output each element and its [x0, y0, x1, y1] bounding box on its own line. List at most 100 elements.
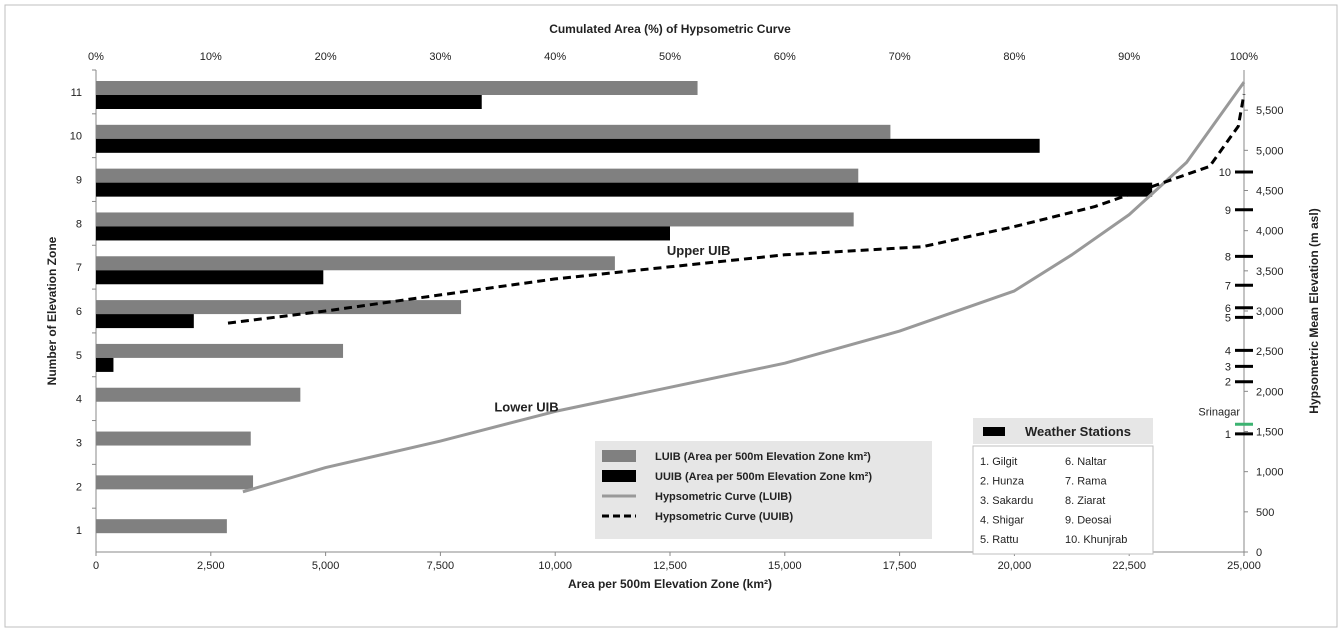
luib-bar-zone-6: [96, 300, 462, 315]
legend-swatch: [602, 450, 636, 462]
right-tick-label: 0: [1256, 547, 1262, 559]
y-axis-title: Number of Elevation Zone: [45, 236, 59, 385]
uuib-bar-zone-8: [96, 226, 670, 241]
luib-bar-zone-2: [96, 475, 254, 490]
stations-legend-group: Weather Stations 1. Gilgit 2. Hunza 3. Saka…: [972, 418, 1154, 555]
x-tick-label: 2,500: [197, 560, 225, 572]
y-tick-label: 1: [76, 525, 82, 537]
y-tick-label: 8: [76, 218, 82, 230]
luib-bar-zone-1: [96, 519, 227, 534]
station-name: 3. Sakardu: [980, 495, 1033, 507]
station-number-label: 4: [1225, 345, 1231, 357]
top-tick-label: 0%: [88, 51, 104, 63]
station-number-label: 9: [1225, 205, 1231, 217]
right-tick-label: 1,000: [1256, 467, 1284, 479]
y-tick-label: 4: [76, 394, 82, 406]
luib-bar-zone-11: [96, 81, 698, 95]
y-tick-label: 9: [76, 175, 82, 187]
legend-label: LUIB (Area per 500m Elevation Zone km²): [655, 451, 871, 463]
y-tick-label: 6: [76, 306, 82, 318]
luib-bar-zone-3: [96, 431, 251, 446]
station-name: 4. Shigar: [980, 515, 1024, 527]
uuib-bar-zone-10: [96, 138, 1040, 153]
hypsometric-curve-uuib: [227, 93, 1246, 325]
legend-label: UUIB (Area per 500m Elevation Zone km²): [655, 471, 872, 483]
top-tick-label: 40%: [544, 51, 566, 63]
station-name: 10. Khunjrab: [1065, 534, 1127, 546]
uuib-bar-zone-6: [96, 314, 194, 329]
station-name: 8. Ziarat: [1065, 495, 1105, 507]
station-name: 7. Rama: [1065, 476, 1107, 488]
station-number-label: 1: [1225, 429, 1231, 441]
right-tick-label: 1,500: [1256, 427, 1284, 439]
y-tick-label: 3: [76, 437, 82, 449]
luib-bar-zone-8: [96, 212, 854, 227]
x-tick-label: 22,500: [1112, 560, 1146, 572]
station-name: 1. Gilgit: [980, 456, 1017, 468]
station-name: 9. Deosai: [1065, 515, 1111, 527]
top-tick-label: 50%: [659, 51, 681, 63]
x-tick-label: 12,500: [653, 560, 687, 572]
right-tick-label: 3,000: [1256, 306, 1284, 318]
top-tick-label: 30%: [429, 51, 451, 63]
top-tick-label: 20%: [315, 51, 337, 63]
y-tick-label: 2: [76, 481, 82, 493]
right-tick-label: 5,500: [1256, 105, 1284, 117]
top-tick-label: 60%: [774, 51, 796, 63]
right-tick-label: 5,000: [1256, 145, 1284, 157]
station-number-label: 6: [1225, 303, 1231, 315]
uuib-bar-zone-11: [96, 95, 482, 109]
x-tick-label: 20,000: [998, 560, 1032, 572]
luib-bar-zone-5: [96, 343, 344, 358]
curves-group: Upper UIB Lower UIB: [227, 81, 1246, 494]
right-tick-label: 3,500: [1256, 266, 1284, 278]
x-tick-label: 7,500: [427, 560, 455, 572]
legend-group: LUIB (Area per 500m Elevation Zone km²) U…: [595, 441, 932, 539]
station-number-label: 8: [1225, 251, 1231, 263]
luib-bar-zone-7: [96, 256, 615, 271]
x-tick-label: 0: [93, 560, 99, 572]
stations-legend-title: Weather Stations: [1025, 424, 1131, 439]
legend-label: Hypsometric Curve (LUIB): [655, 491, 792, 503]
legend-swatch: [602, 470, 636, 482]
right-tick-label: 2,000: [1256, 386, 1284, 398]
srinagar-label: Srinagar: [1198, 406, 1240, 418]
right-tick-label: 500: [1256, 507, 1274, 519]
y-tick-label: 10: [70, 131, 82, 143]
bars-group: [96, 81, 1153, 534]
top-tick-label: 10%: [200, 51, 222, 63]
uuib-bar-zone-5: [96, 357, 114, 372]
stations-legend-body: [972, 445, 1154, 555]
y-tick-label: 7: [76, 262, 82, 274]
station-name: 5. Rattu: [980, 534, 1019, 546]
station-number-label: 10: [1219, 167, 1231, 179]
legend-box: [595, 441, 932, 539]
x-tick-label: 10,000: [538, 560, 572, 572]
right-tick-label: 4,500: [1256, 186, 1284, 198]
x-tick-label: 15,000: [768, 560, 802, 572]
legend-label: Hypsometric Curve (UUIB): [655, 511, 793, 523]
x-tick-label: 25,000: [1227, 560, 1261, 572]
station-number-label: 3: [1225, 361, 1231, 373]
stations-group: 1 2 3 4 56 7 8 9 10 Srinagar: [1198, 167, 1253, 441]
station-number-label: 2: [1225, 377, 1231, 389]
y-tick-label: 5: [76, 350, 82, 362]
top-tick-label: 70%: [889, 51, 911, 63]
top-axis-title: Cumulated Area (%) of Hypsometric Curve: [549, 22, 791, 36]
station-name: 6. Naltar: [1065, 456, 1107, 468]
uuib-bar-zone-7: [96, 270, 324, 285]
x-tick-label: 5,000: [312, 560, 340, 572]
x-axis-title: Area per 500m Elevation Zone (km²): [568, 577, 772, 591]
luib-bar-zone-4: [96, 387, 301, 402]
curve-annotation: Upper UIB: [667, 243, 731, 258]
y-tick-label: 11: [71, 87, 82, 99]
top-tick-label: 100%: [1230, 51, 1258, 63]
right-axis-title: Hypsometric Mean Elevation (m asl): [1307, 208, 1321, 413]
top-tick-label: 80%: [1003, 51, 1025, 63]
luib-bar-zone-9: [96, 168, 859, 183]
uuib-bar-zone-9: [96, 182, 1153, 197]
station-name: 2. Hunza: [980, 476, 1025, 488]
right-tick-label: 2,500: [1256, 346, 1284, 358]
